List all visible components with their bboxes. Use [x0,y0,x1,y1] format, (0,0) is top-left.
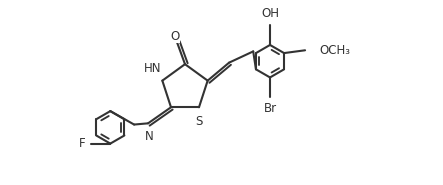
Text: OCH₃: OCH₃ [319,44,350,57]
Text: N: N [145,130,153,143]
Text: OH: OH [261,7,279,20]
Text: O: O [171,30,179,43]
Text: S: S [195,115,203,128]
Text: HN: HN [144,62,162,75]
Text: F: F [79,137,85,150]
Text: Br: Br [264,102,276,115]
